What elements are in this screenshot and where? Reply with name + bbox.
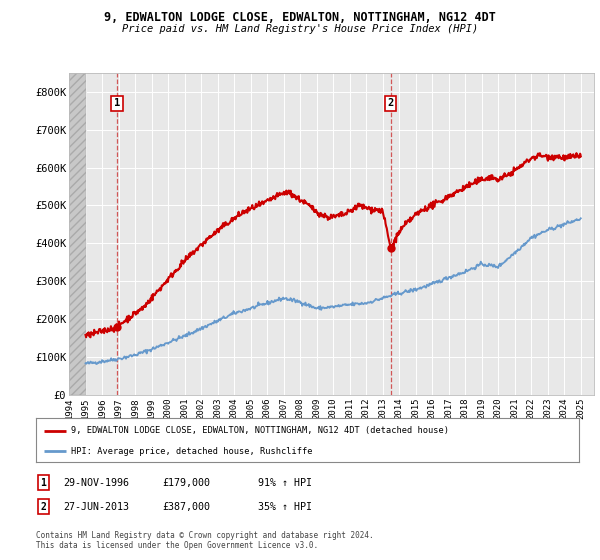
Text: £387,000: £387,000 xyxy=(162,502,210,512)
Text: 2: 2 xyxy=(40,502,46,512)
Text: 9, EDWALTON LODGE CLOSE, EDWALTON, NOTTINGHAM, NG12 4DT (detached house): 9, EDWALTON LODGE CLOSE, EDWALTON, NOTTI… xyxy=(71,426,449,435)
Text: 35% ↑ HPI: 35% ↑ HPI xyxy=(258,502,312,512)
Text: Price paid vs. HM Land Registry's House Price Index (HPI): Price paid vs. HM Land Registry's House … xyxy=(122,24,478,34)
Bar xyxy=(69,73,86,395)
Text: 2: 2 xyxy=(388,99,394,109)
Text: 27-JUN-2013: 27-JUN-2013 xyxy=(63,502,129,512)
Text: Contains HM Land Registry data © Crown copyright and database right 2024.
This d: Contains HM Land Registry data © Crown c… xyxy=(36,531,374,550)
Text: £179,000: £179,000 xyxy=(162,478,210,488)
Text: HPI: Average price, detached house, Rushcliffe: HPI: Average price, detached house, Rush… xyxy=(71,446,313,456)
Text: 91% ↑ HPI: 91% ↑ HPI xyxy=(258,478,312,488)
Text: 1: 1 xyxy=(114,99,120,109)
Text: 1: 1 xyxy=(40,478,46,488)
Text: 29-NOV-1996: 29-NOV-1996 xyxy=(63,478,129,488)
Text: 9, EDWALTON LODGE CLOSE, EDWALTON, NOTTINGHAM, NG12 4DT: 9, EDWALTON LODGE CLOSE, EDWALTON, NOTTI… xyxy=(104,11,496,24)
